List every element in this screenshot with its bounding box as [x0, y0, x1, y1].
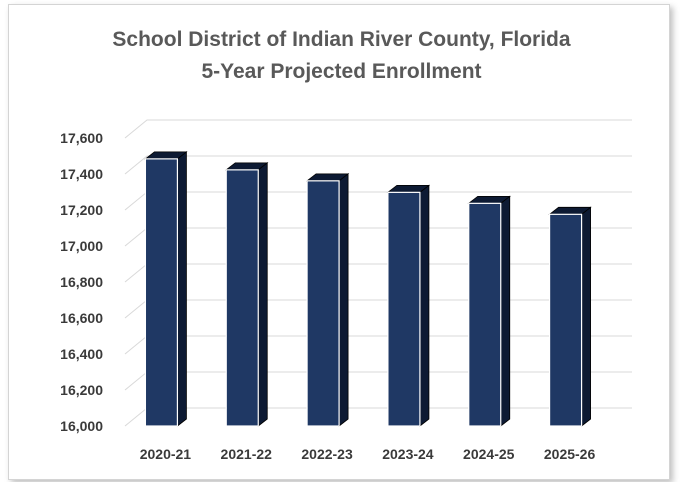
x-tick-label: 2020-21 [140, 446, 192, 462]
x-tick-label: 2023-24 [382, 446, 434, 462]
bar-side [338, 173, 349, 427]
gridline [124, 191, 632, 211]
bar-side [500, 195, 511, 427]
y-tick-label: 17,000 [60, 238, 103, 254]
gridline [124, 119, 632, 139]
y-tick-label: 16,200 [60, 382, 103, 398]
bar-side [177, 151, 187, 427]
bar [548, 213, 583, 427]
bar-side [257, 162, 268, 427]
chart-title-line-2: 5-Year Projected Enrollment [201, 60, 482, 83]
bar-side [581, 206, 591, 427]
y-tick-label: 16,800 [60, 274, 103, 290]
x-tick-label: 2025-26 [544, 446, 596, 462]
chart-title-line-1: School District of Indian River County, … [112, 28, 571, 51]
y-tick-label: 17,200 [60, 202, 103, 218]
y-tick-label: 16,600 [60, 310, 103, 326]
bar [468, 202, 502, 427]
bar [144, 158, 179, 427]
x-tick-label: 2024-25 [463, 446, 515, 462]
bar-side [419, 184, 430, 427]
x-tick-label: 2021-22 [221, 446, 273, 462]
bar [387, 191, 421, 427]
gridline [124, 155, 632, 175]
y-tick-label: 17,600 [60, 130, 103, 146]
y-tick-label: 16,000 [60, 418, 103, 434]
y-tick-label: 16,400 [60, 346, 103, 362]
bar [225, 169, 259, 427]
bar [306, 180, 340, 427]
x-tick-label: 2022-23 [301, 446, 353, 462]
y-tick-label: 17,400 [60, 166, 103, 182]
